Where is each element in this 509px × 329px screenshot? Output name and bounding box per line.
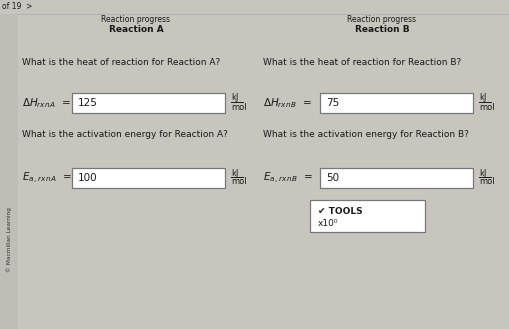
Text: Reaction progress: Reaction progress <box>347 15 416 24</box>
Text: Reaction progress: Reaction progress <box>101 15 170 24</box>
Text: 100: 100 <box>78 173 97 183</box>
Text: Reaction A: Reaction A <box>108 26 163 35</box>
Text: mol: mol <box>231 178 246 187</box>
Text: kJ: kJ <box>231 93 238 103</box>
Text: What is the activation energy for Reaction B?: What is the activation energy for Reacti… <box>263 130 468 139</box>
Text: kJ: kJ <box>231 168 238 178</box>
Text: x10⁰: x10⁰ <box>318 219 338 229</box>
Text: kJ: kJ <box>478 93 486 103</box>
Text: 50: 50 <box>325 173 338 183</box>
Bar <box>72 93 224 113</box>
Text: $\Delta H_{rxn\,B}$  =: $\Delta H_{rxn\,B}$ = <box>263 96 312 110</box>
Text: 125: 125 <box>78 98 98 108</box>
Text: mol: mol <box>231 103 246 112</box>
Text: © Macmillan Learning: © Macmillan Learning <box>6 208 12 272</box>
Text: mol: mol <box>478 178 494 187</box>
Bar <box>0 0 509 14</box>
Bar <box>309 200 424 232</box>
Text: 75: 75 <box>325 98 338 108</box>
Text: $E_{a,\,rxn\,B}$  =: $E_{a,\,rxn\,B}$ = <box>263 170 313 186</box>
Bar <box>319 93 472 113</box>
Text: $E_{a,\,rxn\,A}$  =: $E_{a,\,rxn\,A}$ = <box>22 170 72 186</box>
Text: mol: mol <box>478 103 494 112</box>
Bar <box>319 168 472 188</box>
Text: What is the heat of reaction for Reaction B?: What is the heat of reaction for Reactio… <box>263 58 460 67</box>
Text: Reaction B: Reaction B <box>354 26 409 35</box>
Bar <box>0 0 18 329</box>
Text: kJ: kJ <box>478 168 486 178</box>
Text: What is the heat of reaction for Reaction A?: What is the heat of reaction for Reactio… <box>22 58 220 67</box>
Text: $\Delta H_{rxn\,A}$  =: $\Delta H_{rxn\,A}$ = <box>22 96 71 110</box>
Text: of 19  >: of 19 > <box>2 2 32 11</box>
Text: What is the activation energy for Reaction A?: What is the activation energy for Reacti… <box>22 130 228 139</box>
Text: ✔ TOOLS: ✔ TOOLS <box>318 208 362 216</box>
Bar <box>72 168 224 188</box>
